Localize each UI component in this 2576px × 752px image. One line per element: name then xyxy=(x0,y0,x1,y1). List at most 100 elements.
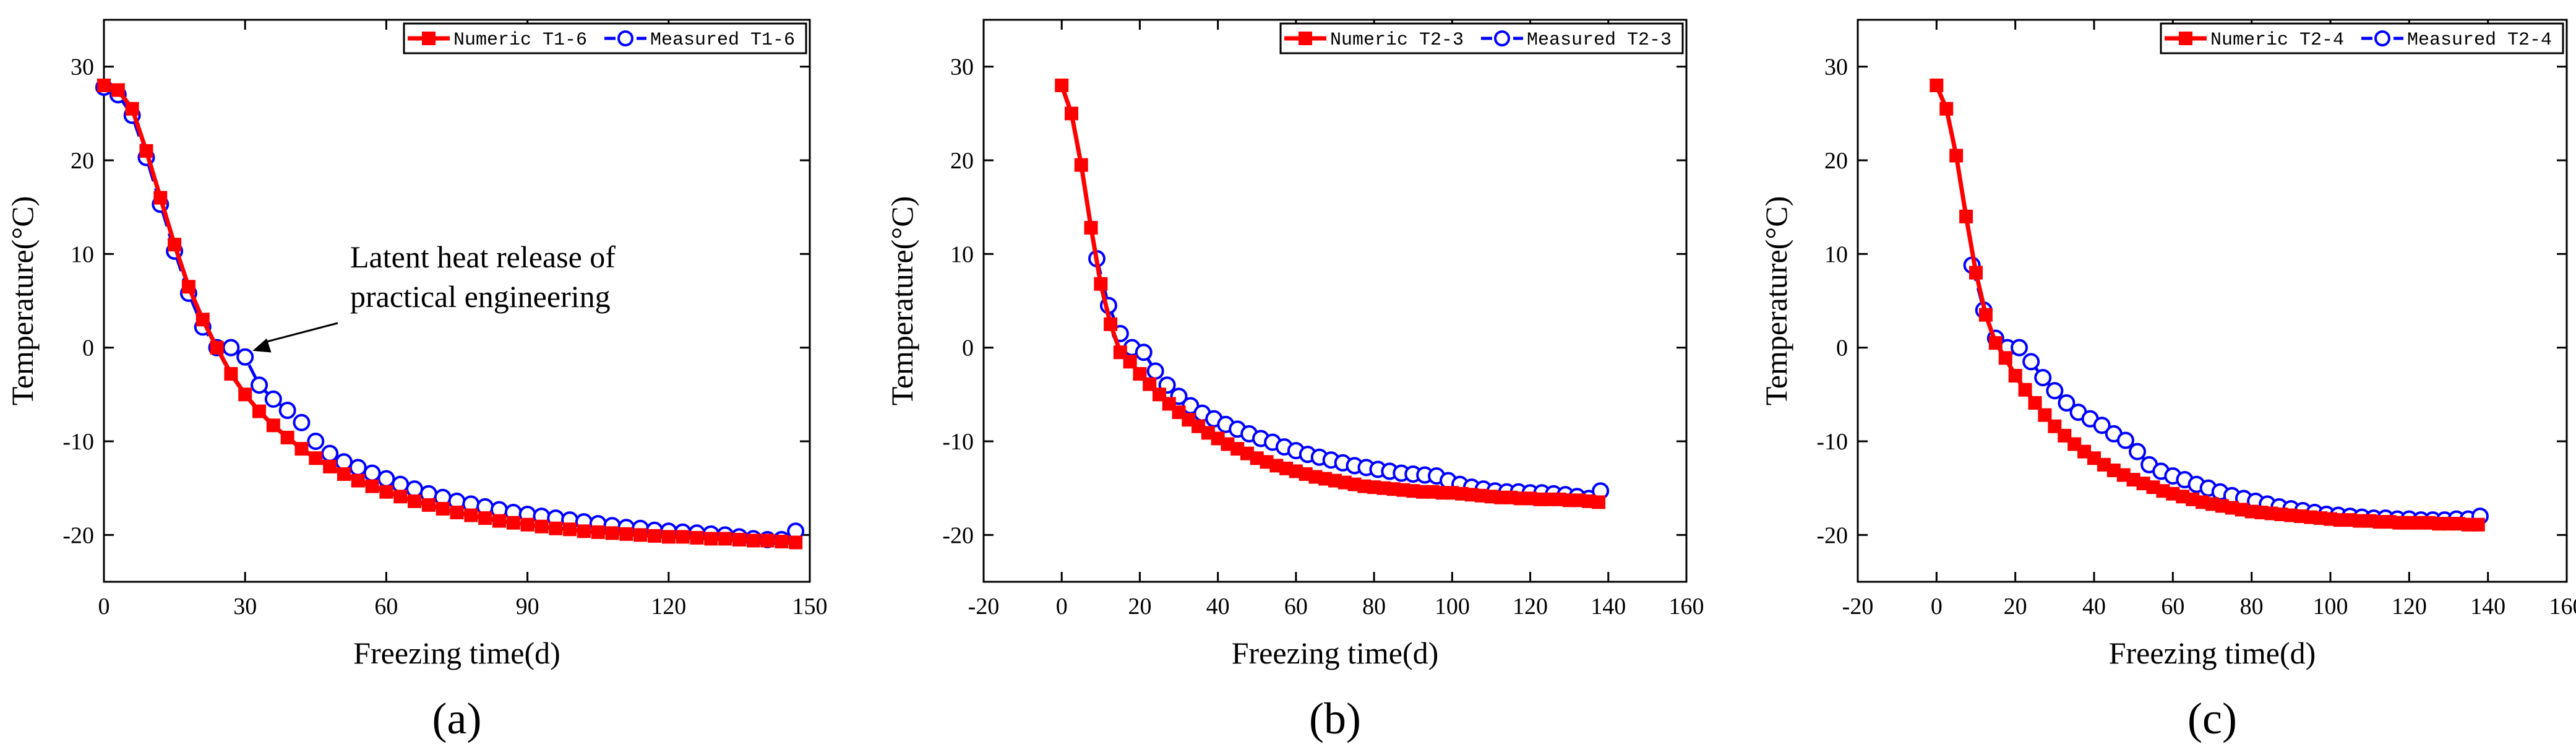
x-axis-title: Freezing time(d) xyxy=(2109,636,2316,670)
measured-data-point xyxy=(236,348,254,366)
numeric-data-point xyxy=(520,517,535,532)
numeric-data-point xyxy=(647,529,661,543)
y-tick-label: 30 xyxy=(950,54,974,80)
annotation-arrowhead xyxy=(252,338,272,353)
numeric-data-point xyxy=(718,532,732,546)
legend-measured-marker xyxy=(2374,30,2390,46)
numeric-data-point xyxy=(704,532,718,546)
numeric-data-point xyxy=(775,534,789,548)
y-tick-label: 10 xyxy=(1824,241,1848,267)
numeric-data-point xyxy=(238,387,252,402)
numeric-data-point xyxy=(2038,408,2052,422)
x-tick-label: 140 xyxy=(2470,594,2505,620)
numeric-data-point xyxy=(464,508,478,522)
numeric-data-point xyxy=(1104,317,1118,331)
x-tick-label: 0 xyxy=(1931,594,1943,620)
legend-numeric-marker xyxy=(2179,32,2192,45)
measured-data-point xyxy=(406,480,424,498)
numeric-data-point xyxy=(492,514,506,528)
panel-label: (a) xyxy=(432,694,482,743)
numeric-data-point xyxy=(1123,355,1137,369)
x-tick-label: 0 xyxy=(98,594,110,620)
numeric-data-point xyxy=(111,83,125,97)
numeric-data-point xyxy=(351,473,365,488)
measured-data-point xyxy=(363,464,381,482)
numeric-data-point xyxy=(309,451,323,465)
measured-data-point xyxy=(2129,443,2147,460)
numeric-data-point xyxy=(690,530,704,545)
x-tick-label: 140 xyxy=(1591,594,1626,620)
y-tick-label: 10 xyxy=(71,241,94,267)
y-tick-label: 20 xyxy=(950,148,974,174)
x-tick-label: 60 xyxy=(374,594,398,620)
x-tick-label: 30 xyxy=(233,594,257,620)
x-tick-label: 0 xyxy=(1056,594,1068,620)
numeric-data-point xyxy=(676,530,690,544)
numeric-data-point xyxy=(1998,351,2012,365)
measured-data-point xyxy=(392,475,410,493)
legend-numeric-label: Numeric T2-3 xyxy=(1330,30,1464,51)
y-tick-label: 0 xyxy=(1836,335,1848,361)
numeric-data-point xyxy=(732,532,746,547)
y-tick-label: -20 xyxy=(942,522,974,548)
numeric-data-point xyxy=(1988,336,2003,350)
y-tick-label: 0 xyxy=(962,335,974,361)
numeric-data-point xyxy=(746,534,760,548)
y-tick-label: 10 xyxy=(950,241,974,267)
measured-data-point xyxy=(307,433,325,450)
x-tick-label: -20 xyxy=(968,594,1000,620)
numeric-series-line xyxy=(1934,84,2478,527)
numeric-data-point xyxy=(224,367,238,381)
numeric-data-point xyxy=(195,313,210,327)
measured-data-point xyxy=(1146,362,1164,380)
legend-numeric-label: Numeric T1-6 xyxy=(453,30,587,51)
legend-measured-label: Measured T2-3 xyxy=(1527,30,1672,51)
numeric-data-point xyxy=(337,467,351,481)
measured-data-point xyxy=(251,376,268,394)
y-axis-title: Temperature(°C) xyxy=(1759,196,1793,406)
numeric-data-point xyxy=(2471,517,2485,532)
x-tick-label: 80 xyxy=(1362,594,1386,620)
x-tick-label: 40 xyxy=(1206,594,1230,620)
chart-panel-b: -20 0 20 40 60 80 100 120 140 160 -20 -10 0 10 20 30 Fre… xyxy=(885,19,1704,743)
y-tick-label: 30 xyxy=(1824,54,1848,80)
y-tick-label: 0 xyxy=(82,335,94,361)
numeric-data-point xyxy=(661,530,676,544)
measured-data-point xyxy=(321,444,339,462)
annotation: Latent heat release of practical engineer… xyxy=(252,240,616,353)
x-tick-label: 60 xyxy=(2161,594,2184,620)
y-tick-label: -20 xyxy=(62,522,94,548)
plot-frame xyxy=(1857,19,2568,583)
panel-label: (b) xyxy=(1309,694,1361,743)
numeric-data-point xyxy=(365,479,379,493)
y-tick-label: 20 xyxy=(71,148,94,174)
numeric-data-point xyxy=(421,498,436,512)
y-tick-label: 30 xyxy=(71,54,94,80)
numeric-data-point xyxy=(323,459,337,473)
y-tick-label: -10 xyxy=(942,429,974,455)
numeric-data-point xyxy=(153,191,168,205)
legend-measured-marker xyxy=(1494,30,1510,46)
measured-data-point xyxy=(2116,431,2134,449)
numeric-data-point xyxy=(478,511,492,525)
x-axis-title: Freezing time(d) xyxy=(1232,636,1439,670)
x-tick-label: 120 xyxy=(2392,594,2427,620)
y-tick-label: -10 xyxy=(62,429,94,455)
measured-data-point xyxy=(2093,417,2111,434)
x-tick-label: -20 xyxy=(1842,594,1874,620)
numeric-data-point xyxy=(1978,308,1993,322)
measured-data-point xyxy=(293,413,311,431)
numeric-data-point xyxy=(379,485,393,499)
legend: Numeric T2-3 Measured T2-3 xyxy=(1279,22,1684,54)
annotation-arrow-shaft xyxy=(264,322,338,344)
numeric-series-line xyxy=(1059,84,1599,504)
numeric-data-point xyxy=(2008,369,2022,383)
x-tick-label: 60 xyxy=(1284,594,1308,620)
numeric-data-point xyxy=(619,527,633,541)
x-tick-label: 150 xyxy=(792,594,828,620)
x-axis-title: Freezing time(d) xyxy=(353,636,560,670)
chart-panel-a: 0 30 60 90 120 150 -20 -10 0 10 20 30 Freezing time(… xyxy=(5,19,828,743)
plot-frame xyxy=(982,19,1688,583)
panel-label: (c) xyxy=(2187,694,2237,743)
